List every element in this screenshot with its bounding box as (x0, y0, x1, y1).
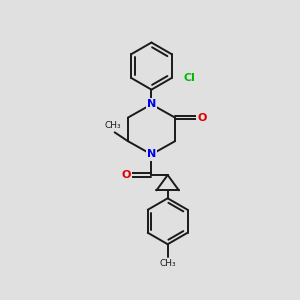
Text: CH₃: CH₃ (104, 122, 121, 130)
Text: N: N (147, 99, 156, 110)
Text: CH₃: CH₃ (159, 259, 176, 268)
Text: O: O (121, 170, 130, 180)
Text: O: O (197, 112, 207, 123)
Text: Cl: Cl (183, 73, 195, 83)
Text: N: N (147, 149, 156, 159)
